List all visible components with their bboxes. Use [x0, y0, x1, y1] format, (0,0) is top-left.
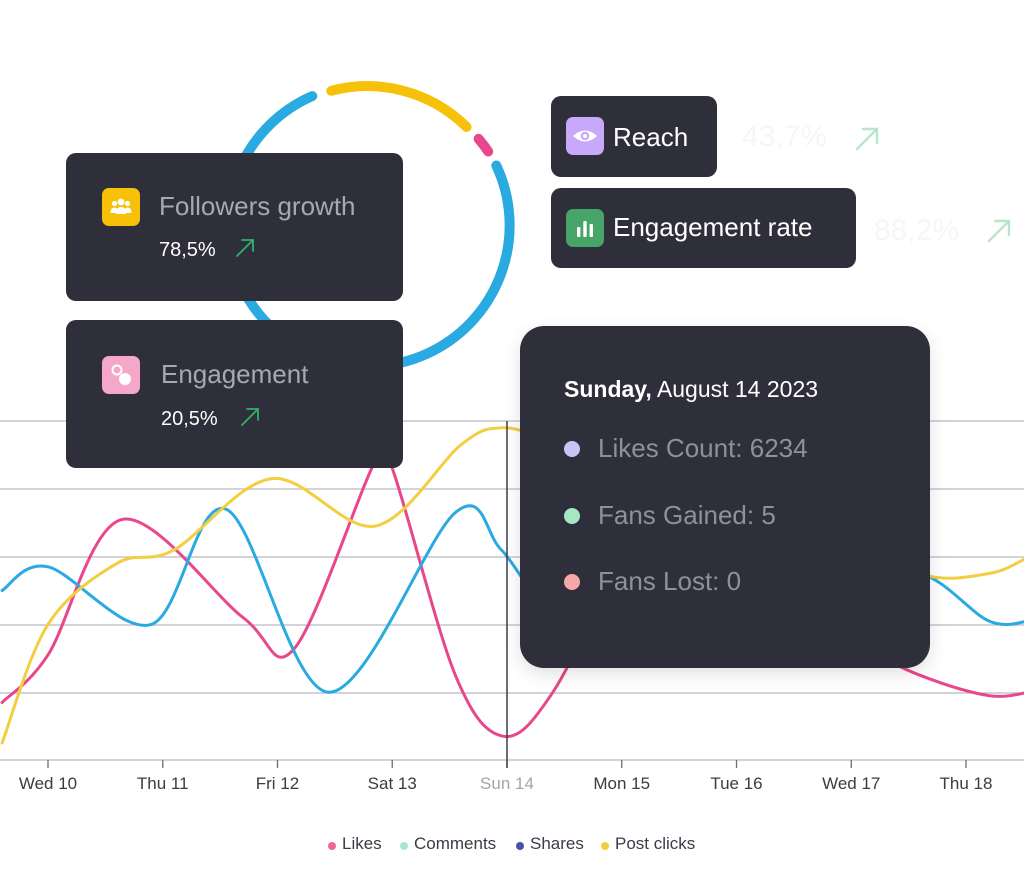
reach-card[interactable]: Reach	[551, 96, 717, 177]
engagement-title: Engagement	[161, 359, 309, 389]
legend-dot-icon	[328, 842, 336, 850]
reach-title: Reach	[613, 122, 689, 152]
legend-dot-icon	[516, 842, 524, 850]
chart-legend: Likes Comments Shares Post clicks	[0, 834, 1024, 858]
engagement-value: 20,5%	[161, 408, 218, 430]
donut-segment-yellow	[326, 81, 472, 132]
bar-chart-icon	[566, 209, 604, 247]
legend-dot-icon	[601, 842, 609, 850]
engagement-card[interactable]: Engagement 20,5%	[66, 320, 403, 468]
donut-segment-pink	[473, 133, 494, 157]
legend-dot-icon	[400, 842, 408, 850]
legend-label: Likes	[342, 834, 382, 853]
x-tick-label: Thu 11	[137, 774, 189, 793]
followers-growth-title: Followers growth	[159, 191, 356, 221]
tooltip-row-label: Fans Lost: 0	[598, 566, 742, 596]
x-tick-label: Thu 18	[940, 774, 993, 793]
x-tick-label: Tue 16	[710, 774, 762, 793]
tooltip-row-label: Fans Gained: 5	[598, 500, 776, 530]
legend-label: Comments	[414, 834, 497, 853]
fans-gained-dot-icon	[564, 508, 580, 524]
engagement-rate-card[interactable]: Engagement rate	[551, 188, 856, 268]
legend-label: Shares	[530, 834, 584, 853]
x-tick-label: Sat 13	[368, 774, 417, 793]
tooltip-day: Sunday,	[564, 376, 652, 402]
followers-growth-value: 78,5%	[159, 239, 216, 261]
engagement-rate-title: Engagement rate	[613, 212, 813, 242]
legend-label: Post clicks	[615, 834, 696, 853]
reach-value: 43,7%	[742, 120, 828, 153]
engagement-rate-trend-arrow-icon	[987, 219, 1011, 243]
followers-growth-card[interactable]: Followers growth 78,5%	[66, 153, 403, 301]
x-tick-label: Mon 15	[593, 774, 650, 793]
x-tick-label: Wed 10	[19, 774, 77, 793]
fans-lost-dot-icon	[564, 574, 580, 590]
likes-dot-icon	[564, 441, 580, 457]
tooltip-row-label: Likes Count: 6234	[598, 433, 808, 463]
tooltip-date-text: August 14 2023	[656, 376, 819, 402]
engagement-trend-arrow-icon	[241, 408, 259, 426]
eye-icon	[566, 117, 604, 155]
reach-trend-arrow-icon	[855, 127, 879, 151]
x-tick-label: Fri 12	[256, 774, 299, 793]
x-tick-label: Wed 17	[822, 774, 880, 793]
x-tick-label: Sun 14	[480, 774, 534, 793]
chart-x-labels: Wed 10 Thu 11 Fri 12 Sat 13 Sun 14 Mon 15 Tue …	[19, 774, 993, 793]
engagement-rate-value: 88,2%	[874, 214, 960, 247]
chart-tooltip: Sunday, August 14 2023 Likes Count: 6234…	[520, 326, 930, 668]
followers-trend-arrow-icon	[236, 239, 254, 257]
bubbles-icon	[102, 356, 140, 394]
tooltip-date: Sunday, August 14 2023	[564, 376, 818, 403]
people-icon	[102, 188, 140, 226]
